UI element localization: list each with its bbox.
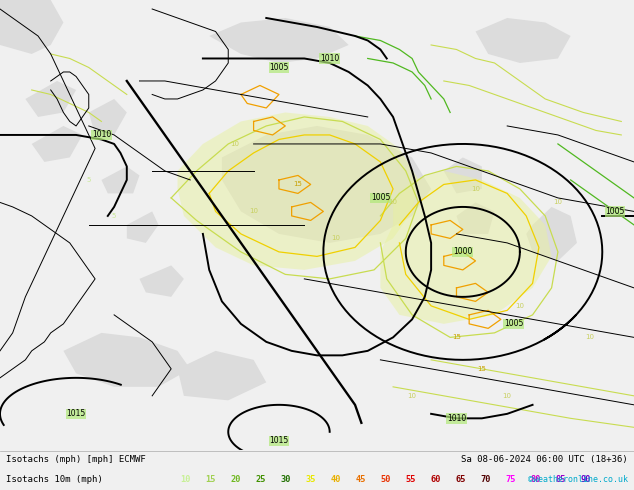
- Text: 1005: 1005: [605, 207, 624, 216]
- Text: 55: 55: [406, 475, 416, 485]
- Text: 10: 10: [503, 393, 512, 399]
- Polygon shape: [63, 333, 190, 387]
- Text: 10: 10: [230, 141, 239, 147]
- Text: 1000: 1000: [453, 247, 472, 256]
- Text: 1005: 1005: [504, 319, 523, 328]
- Text: 5: 5: [87, 177, 91, 183]
- Text: 75: 75: [505, 475, 516, 485]
- Polygon shape: [178, 351, 266, 400]
- Text: 10: 10: [585, 334, 594, 341]
- Polygon shape: [101, 167, 139, 194]
- Text: 10: 10: [389, 199, 398, 205]
- Polygon shape: [32, 126, 82, 162]
- Polygon shape: [139, 266, 184, 297]
- Polygon shape: [444, 157, 482, 194]
- Text: 50: 50: [380, 475, 391, 485]
- Text: 10: 10: [332, 235, 340, 242]
- Text: 20: 20: [231, 475, 241, 485]
- Polygon shape: [178, 113, 418, 270]
- Text: 15: 15: [205, 475, 216, 485]
- Text: 45: 45: [356, 475, 366, 485]
- Text: 25: 25: [256, 475, 266, 485]
- Text: 85: 85: [555, 475, 566, 485]
- Text: 10: 10: [471, 186, 480, 192]
- Text: 15: 15: [294, 181, 302, 188]
- Text: 60: 60: [430, 475, 441, 485]
- Text: 10: 10: [553, 199, 562, 205]
- Text: 10: 10: [249, 208, 258, 215]
- Text: 65: 65: [456, 475, 466, 485]
- Text: 35: 35: [306, 475, 316, 485]
- Polygon shape: [380, 171, 552, 324]
- Polygon shape: [476, 18, 571, 63]
- Polygon shape: [209, 18, 349, 63]
- Text: 1010: 1010: [320, 54, 339, 63]
- Text: 80: 80: [531, 475, 541, 485]
- Polygon shape: [89, 99, 127, 135]
- Text: 40: 40: [330, 475, 341, 485]
- Text: 1005: 1005: [269, 63, 288, 72]
- Polygon shape: [526, 207, 577, 261]
- Polygon shape: [0, 0, 63, 54]
- Text: 10: 10: [408, 393, 417, 399]
- Text: Isotachs (mph) [mph] ECMWF: Isotachs (mph) [mph] ECMWF: [6, 455, 146, 465]
- Text: ©weatheronline.co.uk: ©weatheronline.co.uk: [527, 475, 628, 485]
- Text: 15: 15: [452, 334, 461, 341]
- Text: 1015: 1015: [67, 409, 86, 418]
- Polygon shape: [25, 81, 76, 117]
- Polygon shape: [222, 126, 431, 243]
- Text: 15: 15: [477, 366, 486, 372]
- Text: 1010: 1010: [447, 414, 466, 423]
- Text: 1005: 1005: [371, 194, 390, 202]
- Text: Isotachs 10m (mph): Isotachs 10m (mph): [6, 475, 103, 485]
- Text: Sa 08-06-2024 06:00 UTC (18+36): Sa 08-06-2024 06:00 UTC (18+36): [461, 455, 628, 465]
- Text: 5: 5: [112, 213, 116, 219]
- Polygon shape: [127, 211, 158, 243]
- Text: 90: 90: [581, 475, 591, 485]
- Text: 10: 10: [515, 303, 524, 309]
- Text: 10: 10: [181, 475, 191, 485]
- Text: 1010: 1010: [92, 130, 111, 140]
- Text: 1015: 1015: [269, 436, 288, 445]
- Polygon shape: [456, 202, 495, 234]
- Text: 70: 70: [481, 475, 491, 485]
- Text: 30: 30: [281, 475, 291, 485]
